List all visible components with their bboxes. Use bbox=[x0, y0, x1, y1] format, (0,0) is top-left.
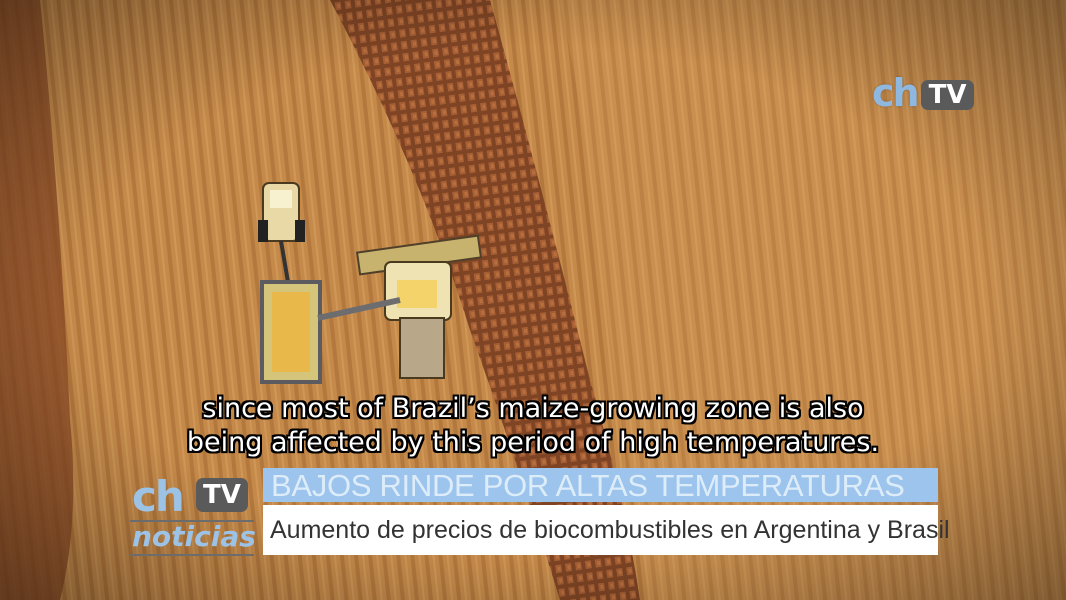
news-logo-underline bbox=[130, 554, 254, 556]
channel-watermark-logo: ch TV bbox=[872, 71, 975, 115]
lower-third-description: Aumento de precios de biocombustibles en… bbox=[270, 516, 950, 544]
lower-third-headline: BAJOS RINDE POR ALTAS TEMPERATURAS bbox=[271, 468, 905, 502]
lower-third-headline-bar: BAJOS RINDE POR ALTAS TEMPERATURAS bbox=[263, 468, 938, 502]
watermark-ch-text: ch bbox=[872, 71, 920, 115]
subtitle-line-2: being affected by this period of high te… bbox=[186, 427, 880, 458]
news-logo-divider bbox=[130, 520, 254, 522]
news-logo-noticias-text: noticias bbox=[132, 520, 256, 553]
video-subtitle: since most of Brazil’s maize-growing zon… bbox=[0, 392, 1066, 460]
lower-third-description-bar: Aumento de precios de biocombustibles en… bbox=[263, 505, 950, 555]
subtitle-line-1: since most of Brazil’s maize-growing zon… bbox=[202, 393, 864, 424]
news-logo-tv-badge: TV bbox=[196, 478, 248, 512]
watermark-tv-badge: TV bbox=[920, 80, 975, 110]
news-logo: ch TV noticias bbox=[130, 468, 260, 558]
news-logo-ch-text: ch bbox=[132, 472, 185, 521]
